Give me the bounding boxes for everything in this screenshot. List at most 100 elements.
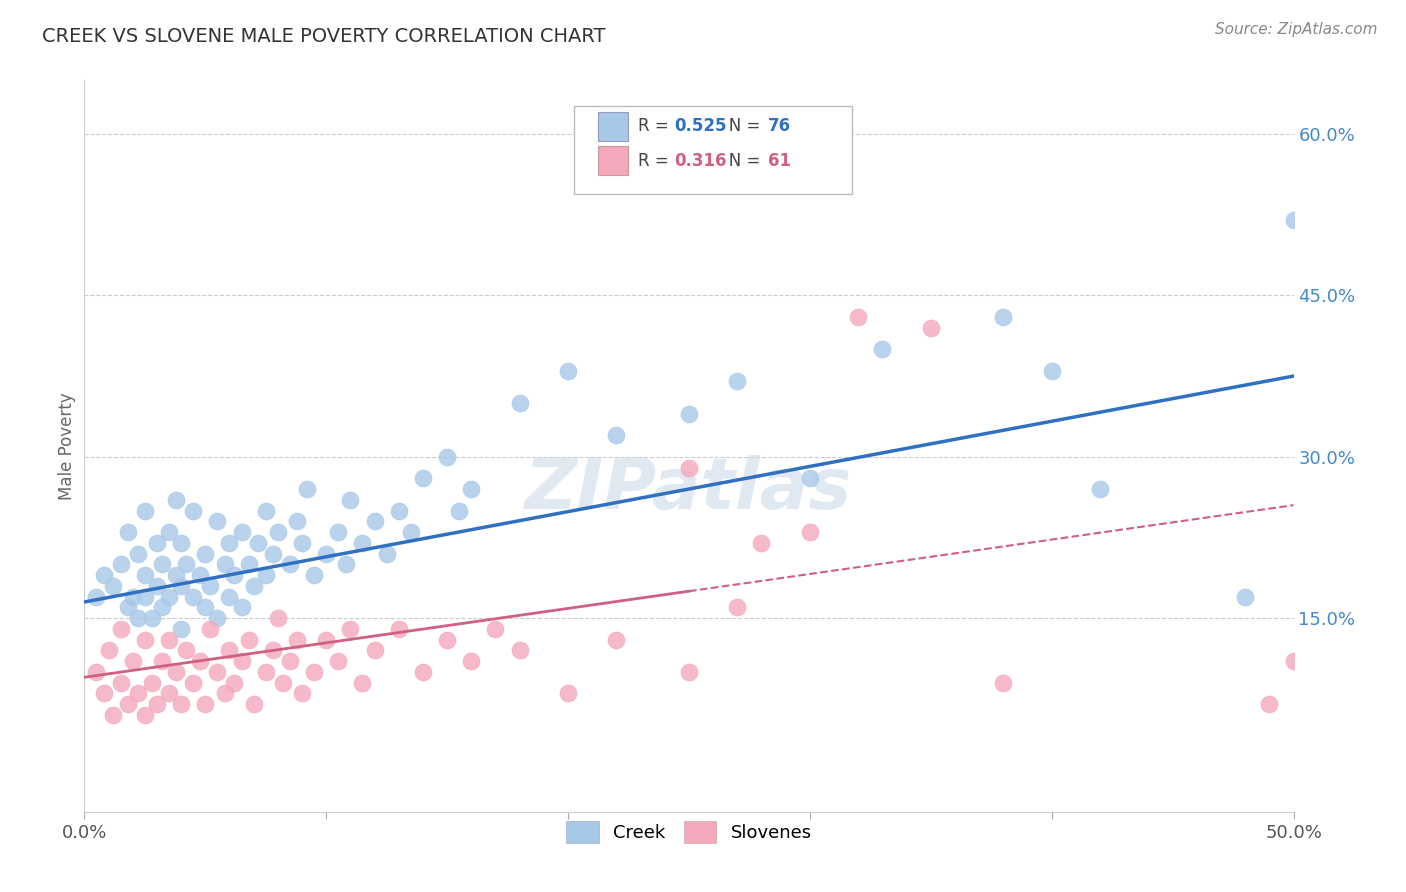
Point [165,665,187,679]
Point [141,611,163,625]
Point [254,503,277,517]
Point [291,686,314,700]
Point [157,590,180,604]
Text: R =: R = [638,118,673,136]
Point [117,697,139,711]
Text: 0.525: 0.525 [675,118,727,136]
Point [267,611,290,625]
Point [242,697,264,711]
Point [165,492,187,507]
Point [231,600,253,615]
Point [224,675,246,690]
Point [339,492,361,507]
Point [174,558,197,572]
Point [1040,364,1063,378]
Text: 61: 61 [768,152,790,169]
FancyBboxPatch shape [599,112,628,141]
Point [181,675,204,690]
Point [388,622,411,636]
Point [157,686,180,700]
Point [207,665,229,679]
Legend: Creek, Slovenes: Creek, Slovenes [555,810,823,854]
Point [315,547,337,561]
Point [375,547,398,561]
Point [271,675,294,690]
Point [328,654,350,668]
Point [224,568,246,582]
Point [352,675,374,690]
Point [725,600,748,615]
Point [509,643,531,657]
Point [170,697,193,711]
Point [134,707,156,722]
Point [872,342,894,356]
Point [134,568,156,582]
Point [218,590,240,604]
Point [605,632,627,647]
Point [157,524,180,539]
Point [134,503,156,517]
Point [110,558,132,572]
Point [181,503,204,517]
Text: CREEK VS SLOVENE MALE POVERTY CORRELATION CHART: CREEK VS SLOVENE MALE POVERTY CORRELATIO… [42,27,606,45]
Point [1282,654,1305,668]
Point [247,536,270,550]
Point [121,654,143,668]
Point [207,514,229,528]
Point [295,482,318,496]
FancyBboxPatch shape [599,146,628,176]
Point [267,524,290,539]
Point [302,665,325,679]
Point [170,622,193,636]
Point [93,568,115,582]
Point [194,697,217,711]
Point [170,579,193,593]
Point [460,654,482,668]
Point [103,707,125,722]
Point [262,643,284,657]
Point [436,450,458,464]
Point [150,600,173,615]
Point [214,686,236,700]
Point [352,536,374,550]
Point [150,654,173,668]
Point [449,503,471,517]
Point [846,310,869,324]
Point [436,632,458,647]
Point [97,643,120,657]
Point [285,632,308,647]
Point [993,310,1015,324]
Point [291,536,314,550]
Text: Source: ZipAtlas.com: Source: ZipAtlas.com [1215,22,1378,37]
Point [339,622,361,636]
Point [1088,482,1111,496]
Point [557,686,579,700]
Point [157,632,180,647]
Point [146,697,169,711]
Point [1234,590,1257,604]
Point [150,558,173,572]
Point [170,536,193,550]
Point [238,632,260,647]
Point [218,536,240,550]
Point [198,579,221,593]
Point [328,524,350,539]
Point [117,524,139,539]
Point [285,514,308,528]
Point [165,568,187,582]
Point [278,654,301,668]
Point [363,643,385,657]
Point [146,536,169,550]
Point [678,460,700,475]
Point [190,654,212,668]
Point [751,536,773,550]
Point [1282,213,1305,227]
Point [93,686,115,700]
Point [190,568,212,582]
Text: N =: N = [713,152,766,169]
Point [509,396,531,410]
Text: ZIPatlas: ZIPatlas [526,456,852,524]
Point [1258,697,1281,711]
Point [278,558,301,572]
Point [86,665,108,679]
